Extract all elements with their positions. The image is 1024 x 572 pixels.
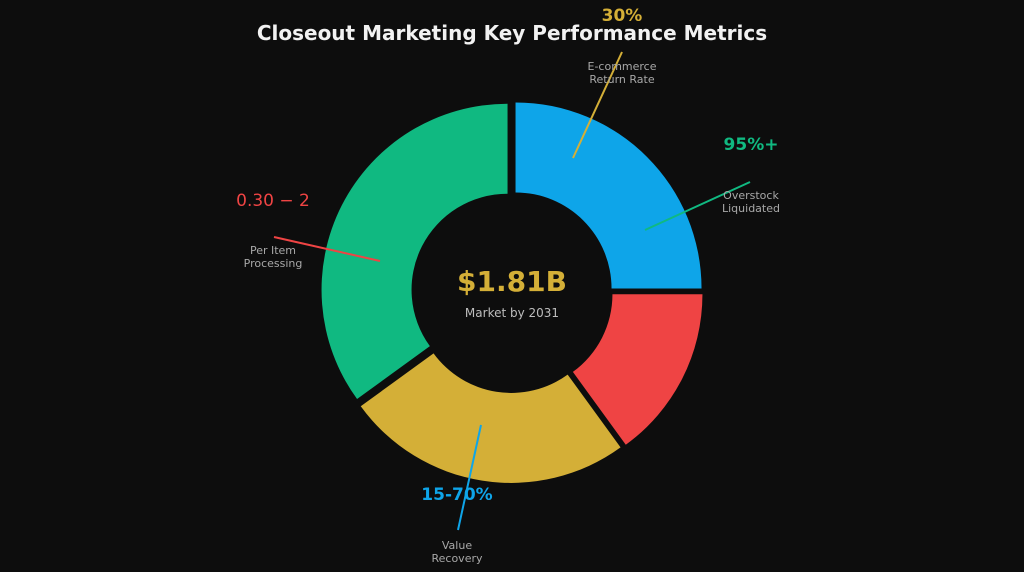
annotation-label-recovery-line-1: Value <box>442 539 472 552</box>
annotation-value-ecommerce: 30% <box>602 6 643 26</box>
annotation-label-ecommerce-line-1: E-commerce <box>588 60 657 73</box>
donut-slice-red <box>572 294 703 445</box>
donut-slices <box>321 102 703 483</box>
annotation-label-recovery-line-2: Recovery <box>431 552 482 565</box>
annotation-label-overstock-line-1: Overstock <box>723 189 779 202</box>
annotation-label-overstock-line-2: Liquidated <box>722 202 780 215</box>
annotation-value-overstock: 95%+ <box>724 135 779 155</box>
leader-line-recovery <box>457 424 482 531</box>
donut-slice-blue <box>515 102 702 289</box>
annotation-value-recovery: 15-70% <box>421 485 492 505</box>
leader-line-overstock <box>644 181 751 231</box>
donut-slice-gold <box>360 353 621 483</box>
center-label: Market by 2031 <box>465 306 559 320</box>
annotation-label-ecommerce-line-2: Return Rate <box>589 73 654 86</box>
leader-line-ecommerce <box>572 51 623 159</box>
annotation-label-per-item-line-2: Processing <box>244 257 303 270</box>
center-value: $1.81B <box>457 265 567 298</box>
donut-slice-green <box>321 103 508 400</box>
chart-title: Closeout Marketing Key Performance Metri… <box>257 21 767 45</box>
annotation-label-per-item-line-1: Per Item <box>250 244 296 257</box>
leader-line-per-item <box>273 236 381 262</box>
annotation-leader-lines <box>273 51 751 531</box>
annotation-value-per-item: 0.30 − 2 <box>236 191 310 211</box>
